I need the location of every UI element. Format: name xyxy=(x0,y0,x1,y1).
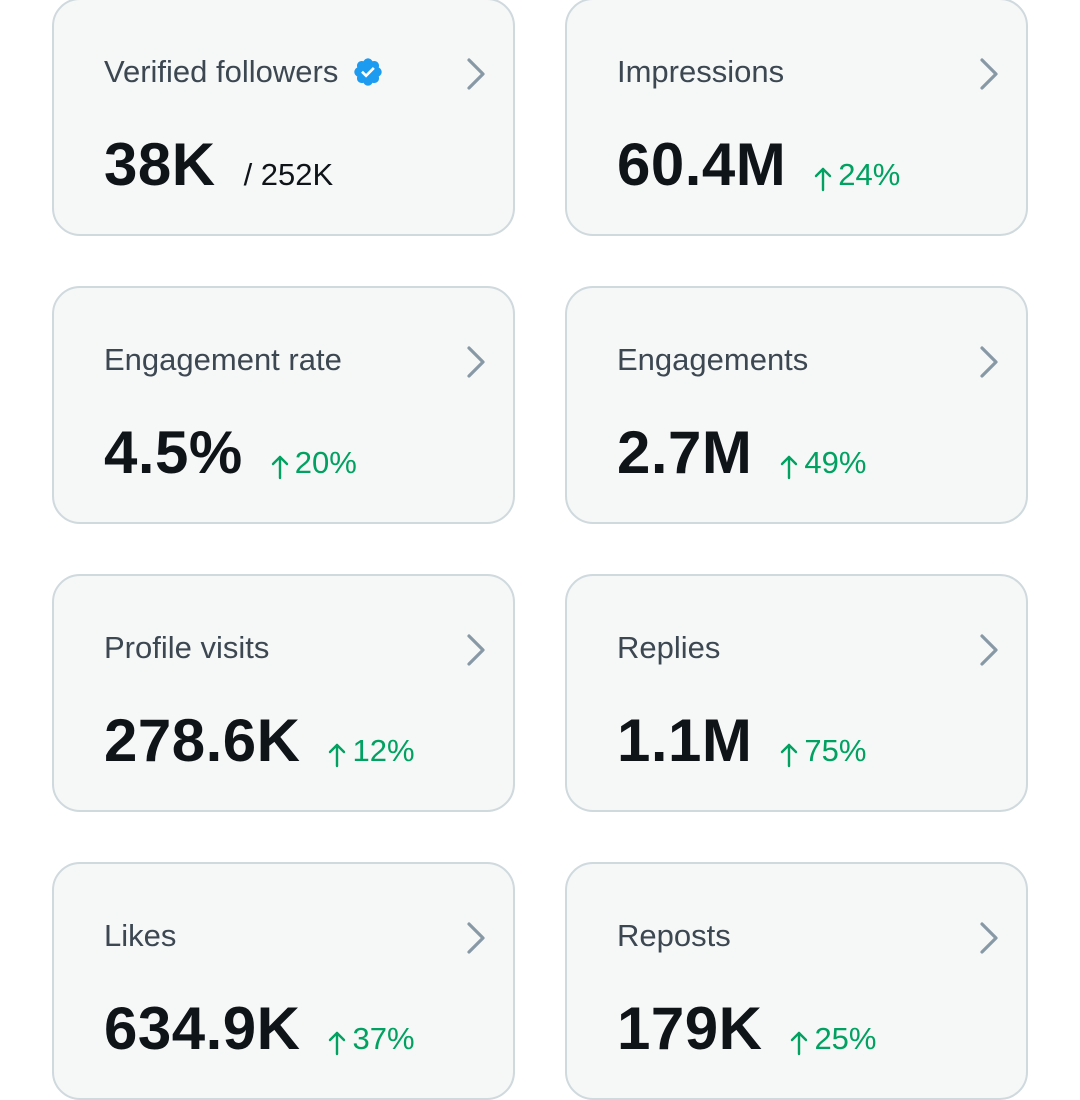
metric-delta: 12% xyxy=(328,733,415,769)
metric-value: 60.4M xyxy=(617,131,787,198)
metric-delta: 75% xyxy=(780,733,866,769)
card-label: Profile visits xyxy=(104,628,269,668)
card-label: Engagement rate xyxy=(104,340,342,380)
metric-value: 4.5% xyxy=(104,419,243,486)
metric-delta: 49% xyxy=(780,445,866,481)
chevron-right-icon xyxy=(467,346,485,378)
metric-delta-value: 37% xyxy=(352,1021,415,1056)
metric-delta-value: 20% xyxy=(294,445,357,480)
chevron-right-icon xyxy=(980,634,998,666)
value-row: 634.9K 37% xyxy=(104,994,415,1064)
metric-delta: 24% xyxy=(814,157,900,193)
card-impressions[interactable]: Impressions 60.4M 24% xyxy=(565,0,1028,236)
metric-total: / 252K xyxy=(243,157,334,192)
metrics-grid: Verified followers 38K / 252K Impression… xyxy=(52,0,1028,1100)
card-engagement-rate[interactable]: Engagement rate 4.5% 20% xyxy=(52,286,515,524)
chevron-right-icon xyxy=(467,922,485,954)
value-row: 1.1M 75% xyxy=(617,706,866,776)
metric-delta-value: 49% xyxy=(804,445,867,480)
metric-delta: 25% xyxy=(790,1021,876,1057)
metric-delta-value: 24% xyxy=(838,157,901,192)
card-label: Impressions xyxy=(617,52,784,92)
value-row: 60.4M 24% xyxy=(617,130,900,200)
card-profile-visits[interactable]: Profile visits 278.6K 12% xyxy=(52,574,515,812)
card-replies[interactable]: Replies 1.1M 75% xyxy=(565,574,1028,812)
arrow-up-icon xyxy=(781,743,798,768)
card-likes[interactable]: Likes 634.9K 37% xyxy=(52,862,515,1100)
arrow-up-icon xyxy=(329,743,346,768)
arrow-up-icon xyxy=(791,1031,808,1056)
metric-value: 1.1M xyxy=(617,707,753,774)
metric-value: 179K xyxy=(617,995,763,1062)
arrow-up-icon xyxy=(781,455,798,480)
card-reposts[interactable]: Reposts 179K 25% xyxy=(565,862,1028,1100)
value-row: 38K / 252K xyxy=(104,130,333,200)
chevron-right-icon xyxy=(467,634,485,666)
metric-delta: 20% xyxy=(271,445,357,481)
metric-value: 278.6K xyxy=(104,707,301,774)
card-label-text: Reposts xyxy=(617,918,731,953)
card-label: Verified followers xyxy=(104,52,384,92)
arrow-up-icon xyxy=(271,455,288,480)
metric-value: 38K xyxy=(104,131,216,198)
card-label-text: Profile visits xyxy=(104,630,270,665)
card-label-text: Verified followers xyxy=(104,54,339,89)
value-row: 278.6K 12% xyxy=(104,706,415,776)
card-label: Replies xyxy=(617,628,720,668)
metric-delta-value: 25% xyxy=(814,1021,877,1056)
value-row: 2.7M 49% xyxy=(617,418,866,488)
card-label-text: Engagements xyxy=(617,342,809,377)
metric-value: 2.7M xyxy=(617,419,753,486)
metric-delta-value: 75% xyxy=(804,733,867,768)
metric-delta: 37% xyxy=(328,1021,415,1057)
value-row: 179K 25% xyxy=(617,994,876,1064)
chevron-right-icon xyxy=(980,922,998,954)
chevron-right-icon xyxy=(980,346,998,378)
verified-badge-icon xyxy=(354,58,383,86)
arrow-up-icon xyxy=(815,167,832,192)
value-row: 4.5% 20% xyxy=(104,418,357,488)
metric-value: 634.9K xyxy=(104,995,301,1062)
chevron-right-icon xyxy=(980,58,998,90)
card-engagements[interactable]: Engagements 2.7M 49% xyxy=(565,286,1028,524)
card-label: Reposts xyxy=(617,916,731,956)
arrow-up-icon xyxy=(329,1031,346,1056)
card-label: Likes xyxy=(104,916,176,956)
card-label-text: Likes xyxy=(104,918,177,953)
card-label-text: Engagement rate xyxy=(104,342,342,377)
card-label-text: Replies xyxy=(617,630,721,665)
card-label-text: Impressions xyxy=(617,54,785,89)
card-verified-followers[interactable]: Verified followers 38K / 252K xyxy=(52,0,515,236)
metric-delta-value: 12% xyxy=(352,733,415,768)
card-label: Engagements xyxy=(617,340,808,380)
chevron-right-icon xyxy=(467,58,485,90)
